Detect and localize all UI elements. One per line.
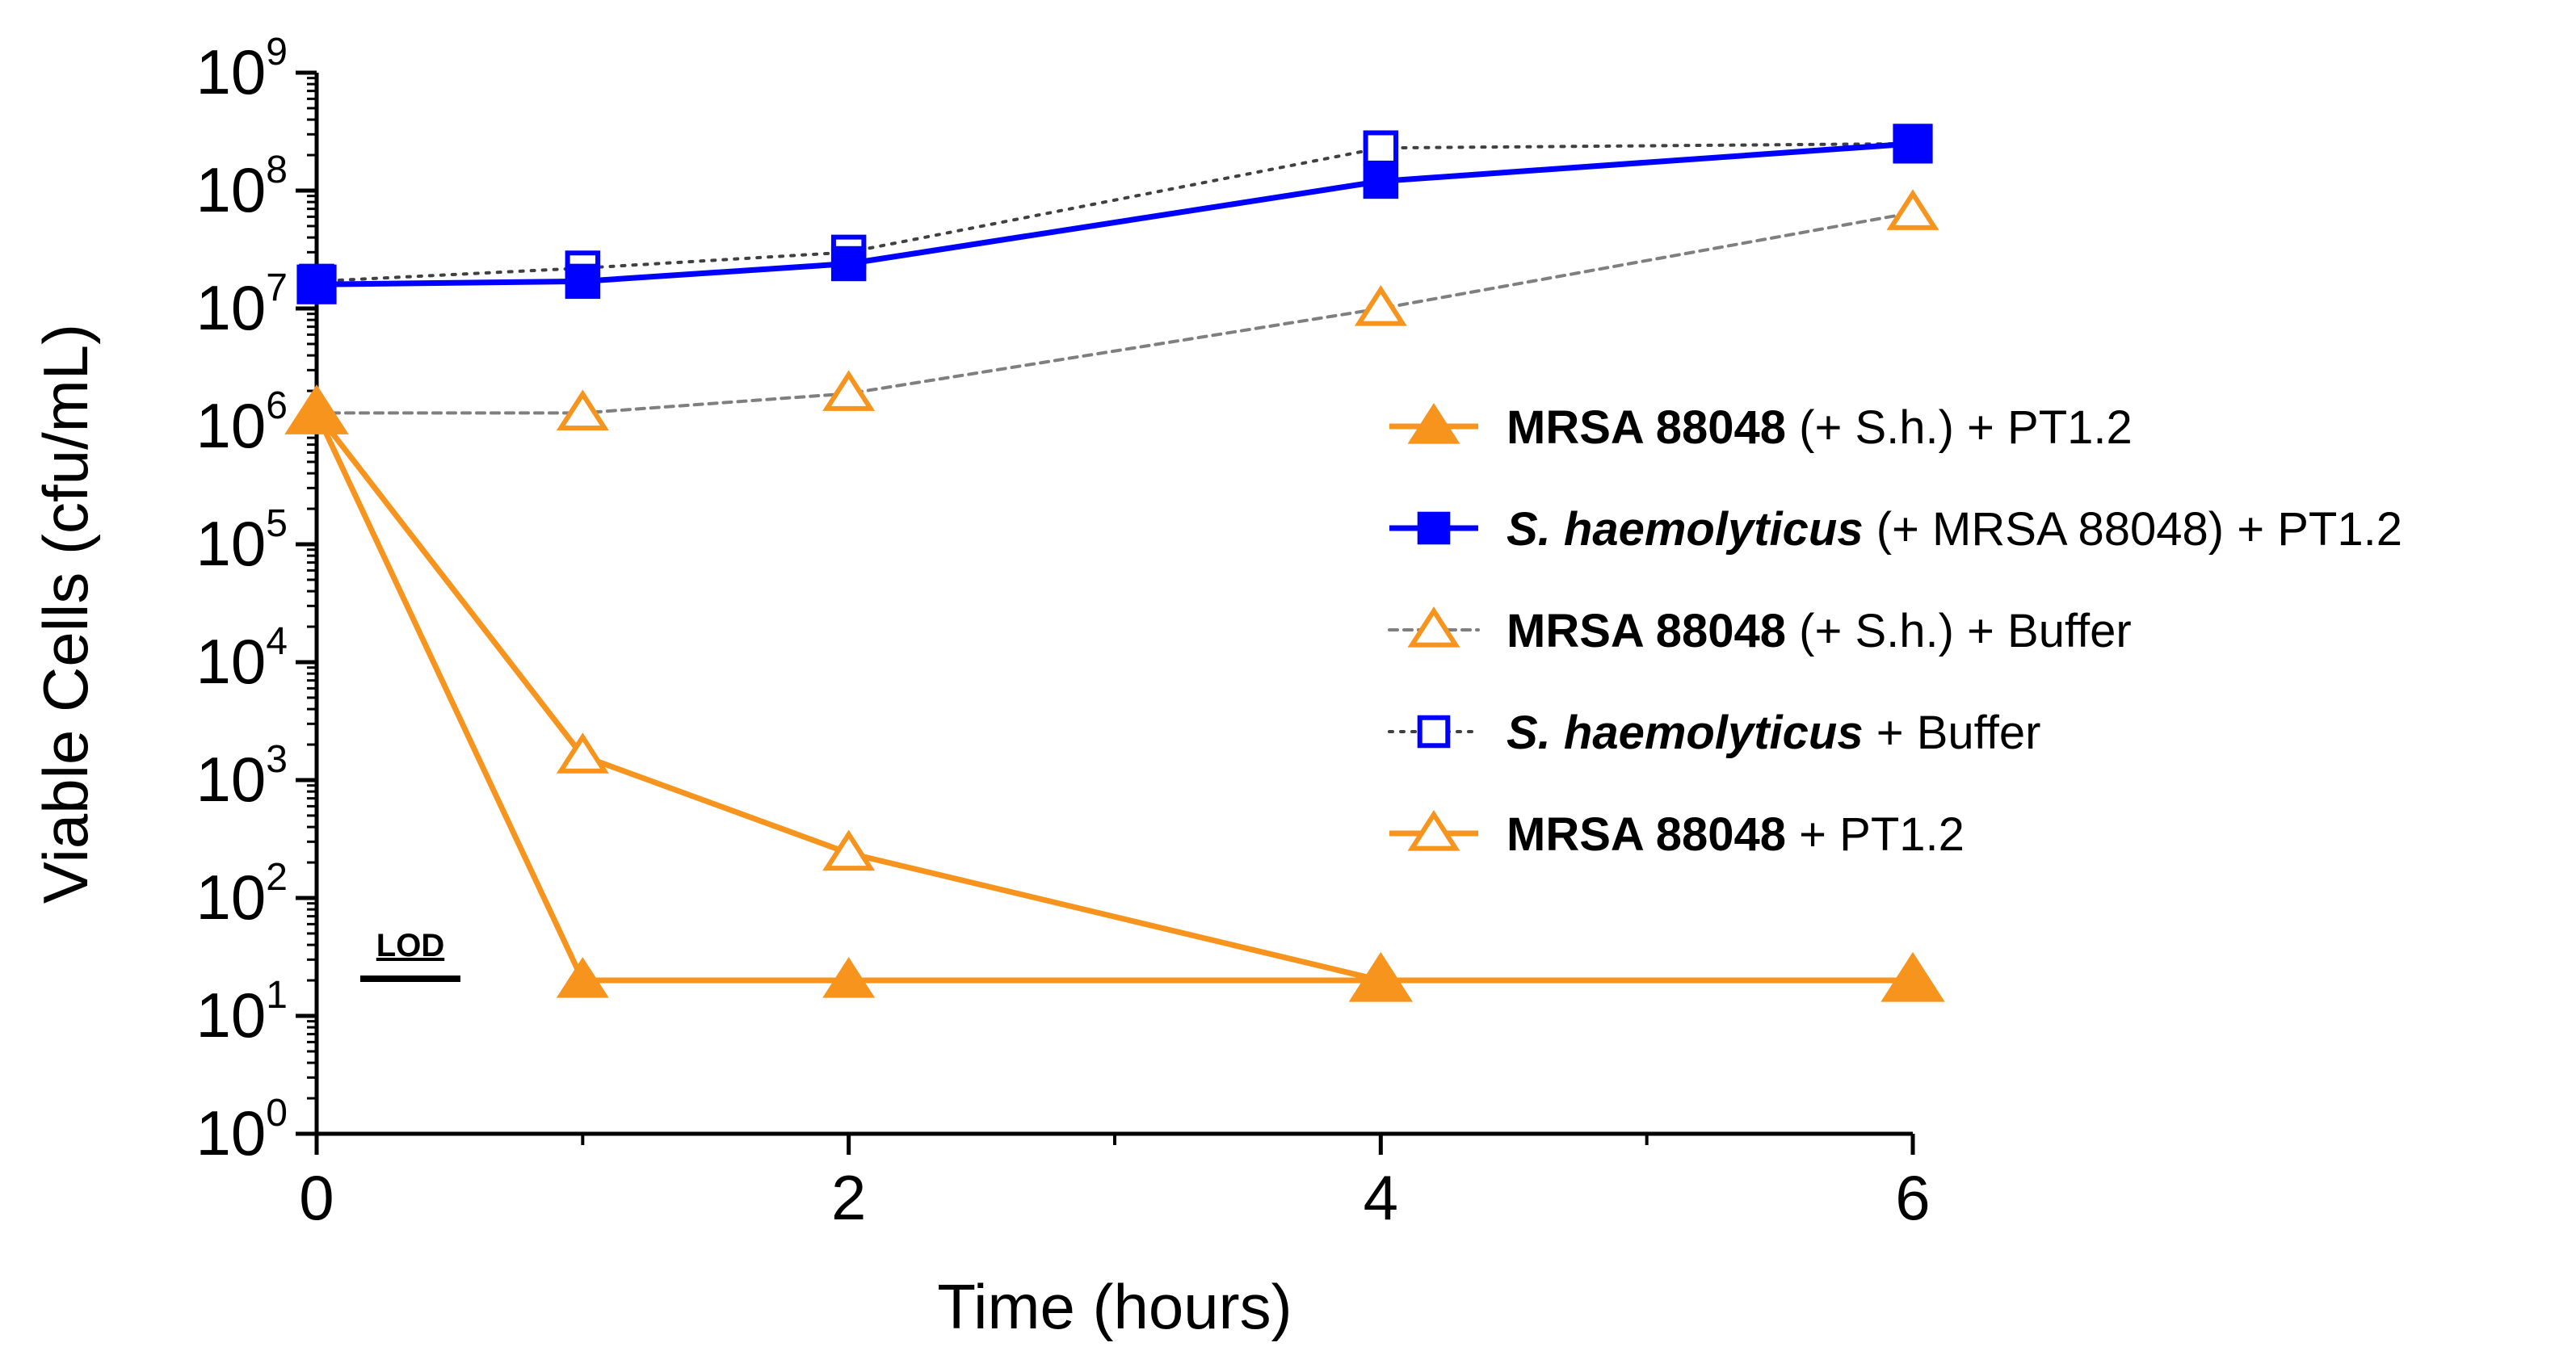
legend-label-part: + PT1.2 [1786,808,1965,861]
x-tick-label: 0 [299,1162,334,1233]
data-point [296,264,337,304]
y-tick-label: 109 [196,31,288,107]
axes [314,73,1913,1136]
series-line [315,211,1914,415]
x-tick-label: 6 [1895,1162,1930,1233]
series-layer [284,124,1945,1002]
data-point [284,384,349,434]
y-tick-label: 104 [196,620,288,697]
legend-label-part: MRSA 88048 [1507,401,1786,454]
legend-item: MRSA 88048 (+ S.h.) + PT1.2 [1389,401,2133,454]
data-point [822,370,876,411]
legend-item: S. haemolyticus + Buffer [1388,707,2040,759]
y-tick-label: 106 [196,384,288,461]
series-2 [290,189,1939,430]
data-point [565,263,601,300]
lod-label: LOD [376,928,444,963]
series-3 [299,126,1931,300]
legend-item: MRSA 88048 (+ S.h.) + Buffer [1388,605,2132,657]
legend-label-part: S. haemolyticus [1507,503,1864,556]
data-point [556,732,609,774]
data-point [1348,951,1414,1002]
legend-item: MRSA 88048 + PT1.2 [1389,808,1965,861]
series-4 [290,389,1407,998]
legend-label-part: (+ S.h.) + PT1.2 [1786,401,2133,454]
axis-ticks: 100 101 102 103 104 105 106 107 108 109 0 2 4 6 [196,31,1931,1233]
data-point [822,957,876,998]
series-0 [284,384,1945,1002]
legend-marker [1417,715,1451,749]
legend-marker [1407,403,1460,444]
series-1 [296,124,1933,304]
series-line [315,141,1914,283]
y-tick-label: 108 [196,149,288,225]
data-point [1893,124,1933,164]
legend-label: MRSA 88048 (+ S.h.) + Buffer [1507,605,2132,657]
y-tick-label: 107 [196,266,288,343]
data-point [822,829,876,871]
data-point [1886,189,1939,230]
y-tick-label: 103 [196,738,288,815]
legend-label: MRSA 88048 + PT1.2 [1507,808,1965,861]
data-point [1363,130,1399,166]
series-line [316,141,1914,287]
legend-marker [1407,810,1460,851]
data-point [1363,163,1399,199]
data-point [556,957,609,998]
legend-item: S. haemolyticus (+ MRSA 88048) + PT1.2 [1389,503,2402,556]
legend-label-part: + Buffer [1864,707,2041,759]
legend-marker [1407,606,1460,648]
y-tick-label: 105 [196,502,288,579]
legend: MRSA 88048 (+ S.h.) + PT1.2 S. haemolytic… [1388,401,2402,861]
legend-marker [1417,511,1451,545]
y-tick-label: 101 [196,974,288,1051]
legend-label: S. haemolyticus + Buffer [1507,707,2040,759]
data-point [556,389,609,430]
x-tick-label: 4 [1364,1162,1398,1233]
legend-label-part: MRSA 88048 [1507,605,1786,657]
series-line [313,411,1913,984]
legend-label: MRSA 88048 (+ S.h.) + PT1.2 [1507,401,2133,454]
legend-label-part: MRSA 88048 [1507,808,1786,861]
y-tick-label: 100 [196,1092,288,1169]
legend-label-part: (+ S.h.) + Buffer [1786,605,2132,657]
legend-label-part: S. haemolyticus [1507,707,1864,759]
x-tick-label: 2 [831,1162,866,1233]
y-axis-title: Viable Cells (cfu/mL) [30,324,101,904]
series-line [314,411,1382,984]
legend-label: S. haemolyticus (+ MRSA 88048) + PT1.2 [1507,503,2402,556]
data-point [1354,285,1407,326]
data-point [830,245,867,282]
y-tick-label: 102 [196,856,288,933]
data-point [1881,951,1945,1002]
lod-annotation: LOD [360,928,460,982]
legend-label-part: (+ MRSA 88048) + PT1.2 [1864,503,2402,556]
x-axis-title: Time (hours) [937,1271,1292,1342]
